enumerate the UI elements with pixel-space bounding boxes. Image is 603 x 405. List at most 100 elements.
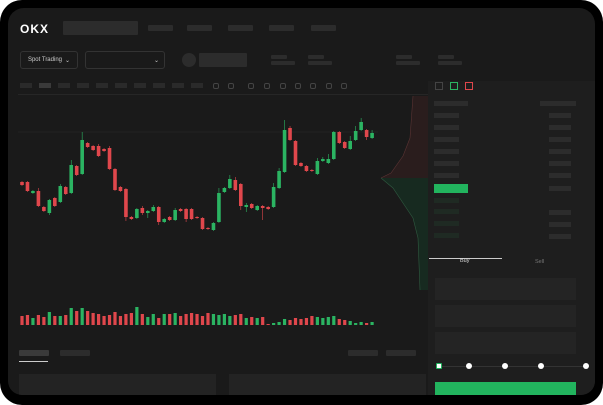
volume-bar: [211, 314, 216, 325]
filter-button[interactable]: [386, 350, 416, 356]
volume-bar: [343, 320, 347, 325]
amount-input[interactable]: [435, 305, 576, 327]
volume-bar: [124, 314, 128, 325]
candle: [91, 146, 95, 150]
candlestick-chart[interactable]: [8, 8, 595, 395]
candle: [260, 206, 265, 208]
chart-tool-icon[interactable]: [248, 83, 254, 89]
volume-bar: [80, 308, 84, 325]
candle: [146, 211, 150, 213]
chart-tool-icon[interactable]: [280, 83, 286, 89]
divider: [18, 94, 428, 95]
stat-label: [396, 55, 412, 59]
nav-item[interactable]: [148, 25, 173, 31]
book-bids-icon[interactable]: [450, 82, 458, 90]
volume-bar: [86, 311, 90, 325]
sell-tab[interactable]: Sell: [535, 259, 545, 265]
candle: [359, 122, 363, 130]
ask-price: [434, 113, 459, 118]
total-input[interactable]: [435, 332, 576, 354]
chart-tool-icon[interactable]: [295, 83, 301, 89]
timeframe-button[interactable]: [58, 83, 70, 88]
volume-bar: [233, 315, 237, 325]
chart-tool-icon[interactable]: [341, 83, 347, 89]
candle: [277, 171, 281, 188]
volume-bar: [118, 316, 123, 325]
chart-tool-icon[interactable]: [326, 83, 332, 89]
book-asks-icon[interactable]: [465, 82, 473, 90]
nav-item[interactable]: [228, 25, 253, 31]
candle: [255, 206, 260, 210]
buy-tab[interactable]: Buy: [460, 258, 470, 264]
chart-tool-icon[interactable]: [264, 83, 270, 89]
volume-bar: [359, 322, 363, 325]
stat-label: [438, 55, 454, 59]
book-both-icon[interactable]: [435, 82, 443, 90]
filter-button[interactable]: [348, 350, 378, 356]
search-bar[interactable]: [63, 21, 138, 35]
slider-mark[interactable]: [436, 363, 442, 369]
candle: [47, 200, 52, 213]
bid-size: [549, 222, 571, 227]
candle: [113, 169, 117, 190]
timeframe-button[interactable]: [134, 83, 146, 88]
pair-select[interactable]: ⌄: [85, 51, 165, 69]
candle: [222, 188, 227, 192]
candle: [74, 166, 79, 175]
volume-bar: [135, 307, 139, 325]
trading-mode-select[interactable]: Spot Trading ⌄: [20, 51, 78, 69]
candle: [184, 209, 188, 219]
card: [19, 374, 216, 395]
tab-open-orders[interactable]: [19, 350, 49, 356]
candle: [162, 219, 167, 222]
candle: [315, 161, 320, 174]
nav-item[interactable]: [269, 25, 294, 31]
timeframe-button[interactable]: [96, 83, 108, 88]
volume-bar: [228, 316, 232, 325]
timeframe-button[interactable]: [115, 83, 127, 88]
coin-icon: [182, 53, 196, 67]
leverage-slider[interactable]: [438, 366, 588, 367]
depth-asks: [381, 96, 428, 178]
chevron-down-icon: ⌄: [153, 57, 159, 64]
volume-bar: [293, 318, 298, 325]
nav-item[interactable]: [311, 25, 336, 31]
timeframe-button[interactable]: [191, 83, 203, 88]
candle: [348, 141, 352, 149]
candle: [239, 184, 243, 206]
timeframe-button[interactable]: [39, 83, 51, 88]
candle: [266, 207, 270, 209]
mid-price: [434, 184, 468, 193]
timeframe-button[interactable]: [20, 83, 32, 88]
nav-item[interactable]: [187, 25, 212, 31]
price-input[interactable]: [435, 278, 576, 300]
ask-price: [434, 173, 459, 178]
ask-size: [549, 173, 571, 178]
slider-mark[interactable]: [583, 363, 589, 369]
volume-bar: [332, 316, 336, 325]
slider-mark[interactable]: [538, 363, 544, 369]
ask-size: [549, 186, 571, 191]
buy-button[interactable]: [435, 382, 576, 395]
volume-bar: [348, 321, 352, 325]
volume-bar: [162, 314, 166, 325]
chart-tool-icon[interactable]: [310, 83, 316, 89]
candle: [69, 165, 74, 193]
timeframe-button[interactable]: [77, 83, 89, 88]
volume-bar: [58, 316, 62, 325]
ask-size: [549, 137, 571, 142]
slider-mark[interactable]: [502, 363, 508, 369]
tab-history[interactable]: [60, 350, 90, 356]
slider-mark[interactable]: [466, 363, 472, 369]
bid-price: [434, 198, 459, 203]
candle: [124, 189, 128, 217]
chart-tool-icon[interactable]: [228, 83, 234, 89]
candle: [140, 208, 145, 213]
timeframe-button[interactable]: [153, 83, 165, 88]
candle: [331, 132, 336, 159]
timeframe-button[interactable]: [172, 83, 184, 88]
bid-price: [434, 221, 459, 226]
chart-tool-icon[interactable]: [213, 83, 219, 89]
candle: [63, 187, 68, 194]
depth-bids-line: [380, 177, 421, 291]
